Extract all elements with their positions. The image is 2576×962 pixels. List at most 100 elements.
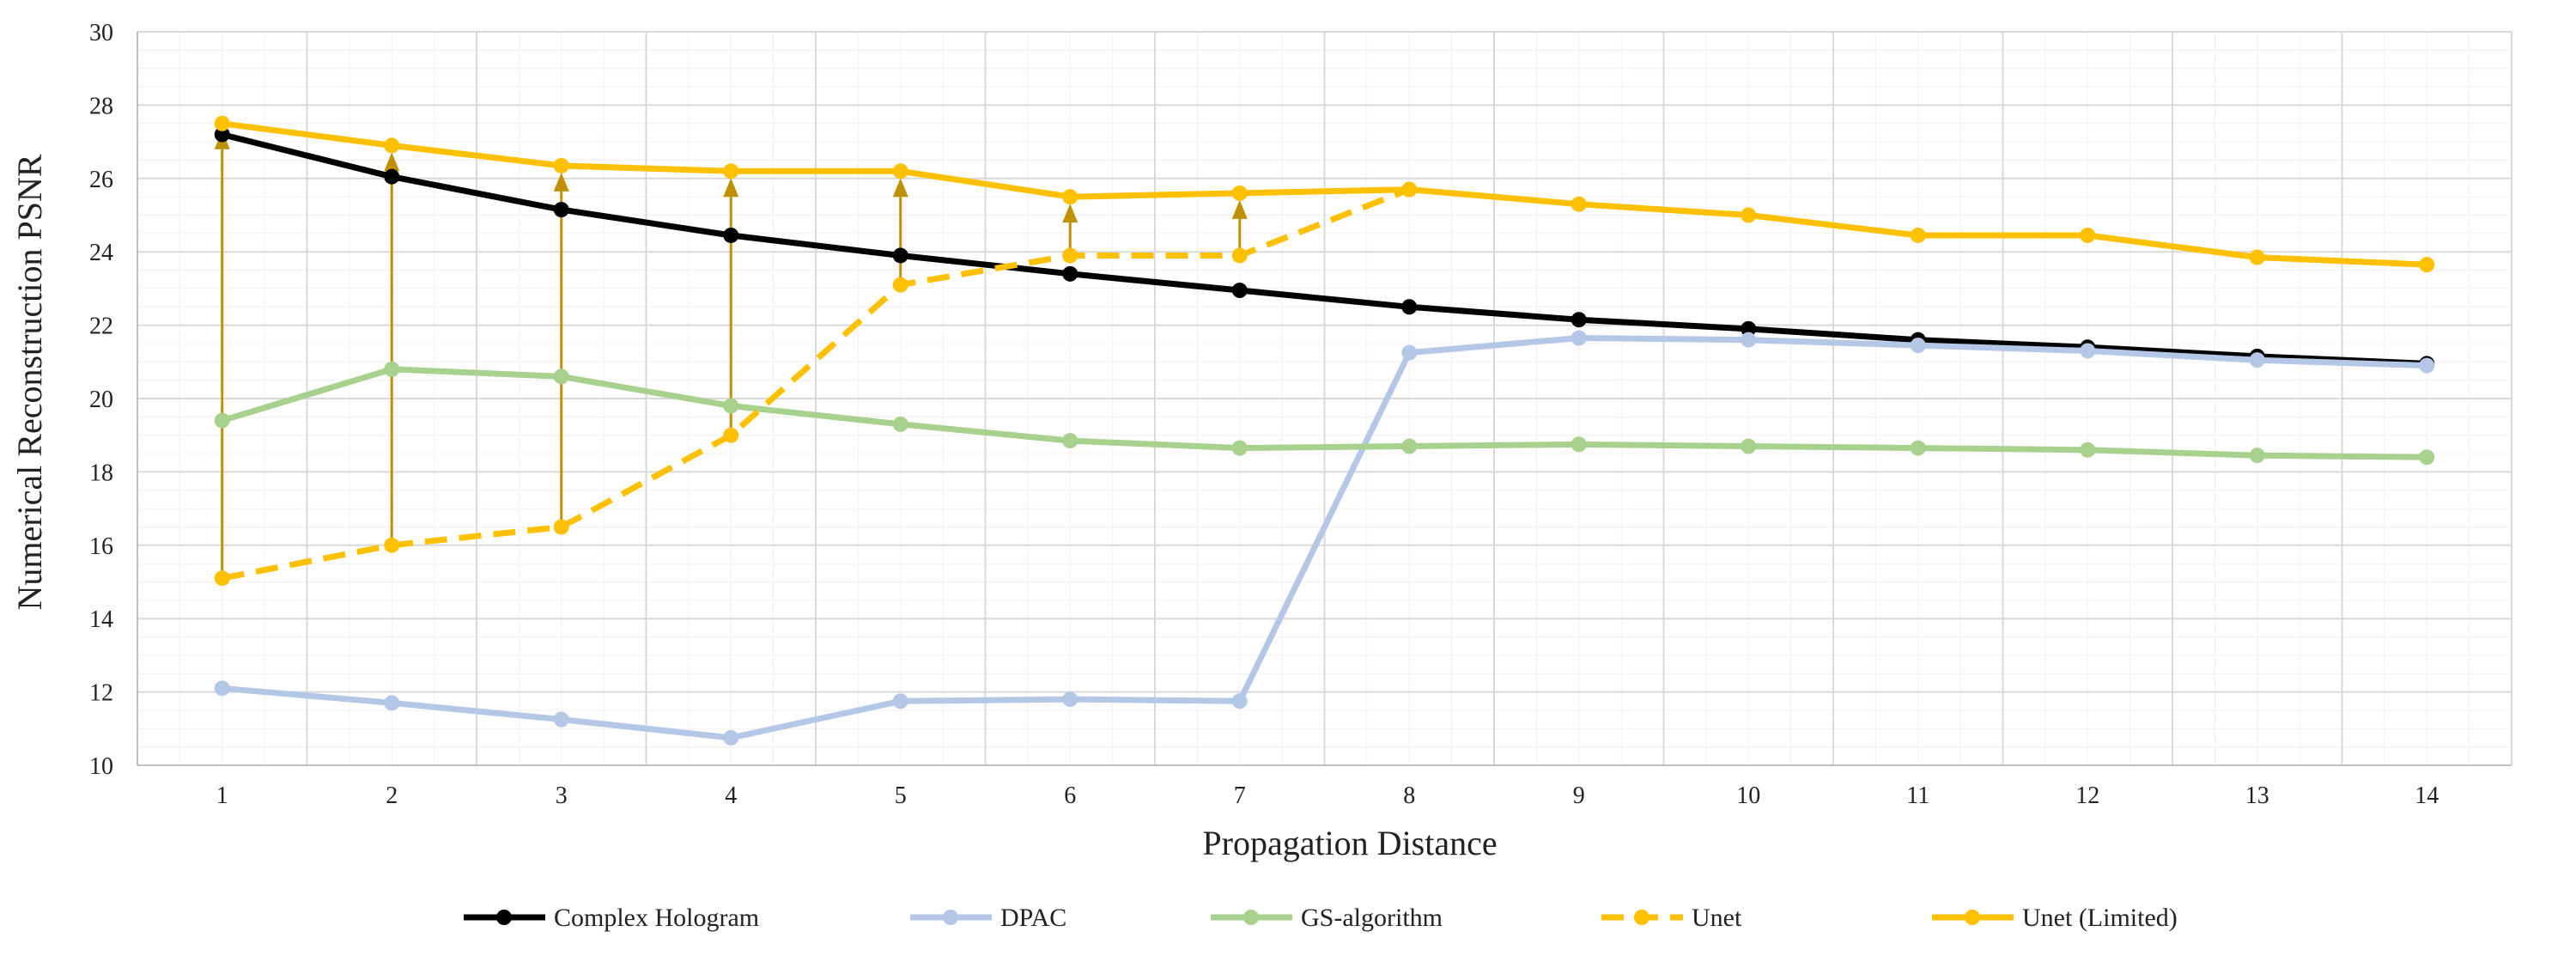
legend-item: GS-algorithm [1211,904,1443,932]
data-point [2249,352,2265,368]
improvement-arrowhead [384,152,400,172]
data-point [2080,441,2096,458]
x-tick-label: 3 [556,782,568,809]
series-line [221,366,2427,460]
data-point [1741,207,1757,223]
data-point [1571,436,1587,453]
data-point [723,398,739,414]
data-point [553,519,569,535]
legend-swatch-marker [1965,910,1980,925]
data-point [384,537,400,553]
x-tick-label: 5 [895,782,907,809]
data-point [1062,247,1078,264]
legend-label: Unet (Limited) [2022,904,2178,932]
data-point [1741,438,1757,454]
improvement-arrowhead [723,178,739,198]
x-tick-label: 12 [2075,782,2099,809]
legend-item: Unet (Limited) [1932,904,2178,932]
data-point [2249,249,2265,265]
y-axis-title: Numerical Reconstruction PSNR [10,154,49,610]
data-point [892,247,908,264]
series-line [222,335,2427,741]
x-tick-label: 2 [386,782,398,809]
data-point [1401,181,1418,198]
data-point [723,729,739,746]
data-point [384,361,400,377]
data-point [1571,312,1587,328]
data-point [2249,448,2265,464]
data-point [2080,343,2096,359]
data-point [2080,227,2096,243]
data-point [1741,320,1757,337]
data-point [1231,283,1248,299]
data-point [384,137,400,154]
series-line [221,131,2427,367]
data-point [1062,433,1078,449]
data-point [892,693,908,709]
y-tick-label: 14 [89,606,113,633]
legend-item: DPAC [910,904,1066,932]
data-point [1231,247,1248,264]
data-point [553,157,569,174]
data-point [723,227,739,243]
y-tick-label: 26 [89,167,113,193]
x-tick-label: 9 [1573,782,1585,809]
y-tick-label: 20 [89,387,113,413]
x-tick-label: 14 [2415,782,2439,809]
data-point [892,277,908,293]
series-lines [214,115,2435,746]
data-point [892,416,908,432]
legend-swatch-marker [1634,910,1649,925]
data-point [1910,338,1926,354]
legend-swatch-marker [943,910,958,925]
data-point [2419,357,2435,374]
legend-label: Unet [1692,904,1742,932]
improvement-arrowhead [892,178,908,198]
data-point [214,680,230,697]
data-point [1062,691,1078,708]
data-point [553,711,569,728]
legend-item: Complex Hologram [464,904,759,932]
improvement-arrowhead [1231,199,1248,219]
x-tick-label: 1 [216,782,228,809]
data-point [1231,185,1248,201]
data-point [1910,440,1926,456]
legend-item: Unet [1601,904,1742,932]
legend-label: DPAC [1000,904,1066,932]
y-tick-label: 22 [89,314,113,340]
data-point [214,570,230,587]
x-axis-title: Propagation Distance [1202,824,1497,862]
y-tick-label: 16 [89,533,113,560]
y-tick-label: 12 [89,680,113,707]
data-point [214,412,230,429]
data-point [892,163,908,180]
data-point [553,202,569,218]
data-point [2419,257,2435,273]
x-tick-label: 11 [1906,782,1929,809]
data-point [1401,344,1418,361]
data-point [1062,265,1078,282]
legend-swatch-marker [1243,910,1259,925]
legend-label: GS-algorithm [1301,904,1443,932]
legend-swatch-marker [496,910,512,925]
data-point [1062,189,1078,205]
x-tick-label: 7 [1234,782,1246,809]
x-tick-label: 4 [725,782,737,809]
data-point [384,168,400,185]
data-point [384,695,400,711]
data-point [214,115,230,131]
data-point [1401,299,1418,315]
data-point [2419,449,2435,466]
data-point [1741,332,1757,348]
data-point [1231,693,1248,709]
data-point [1571,330,1587,346]
x-tick-label: 10 [1736,782,1760,809]
series-gs-algorithm [214,361,2435,466]
data-point [214,126,230,143]
improvement-arrowhead [553,172,569,192]
series-dpac [214,330,2435,746]
series-line [222,120,2427,268]
